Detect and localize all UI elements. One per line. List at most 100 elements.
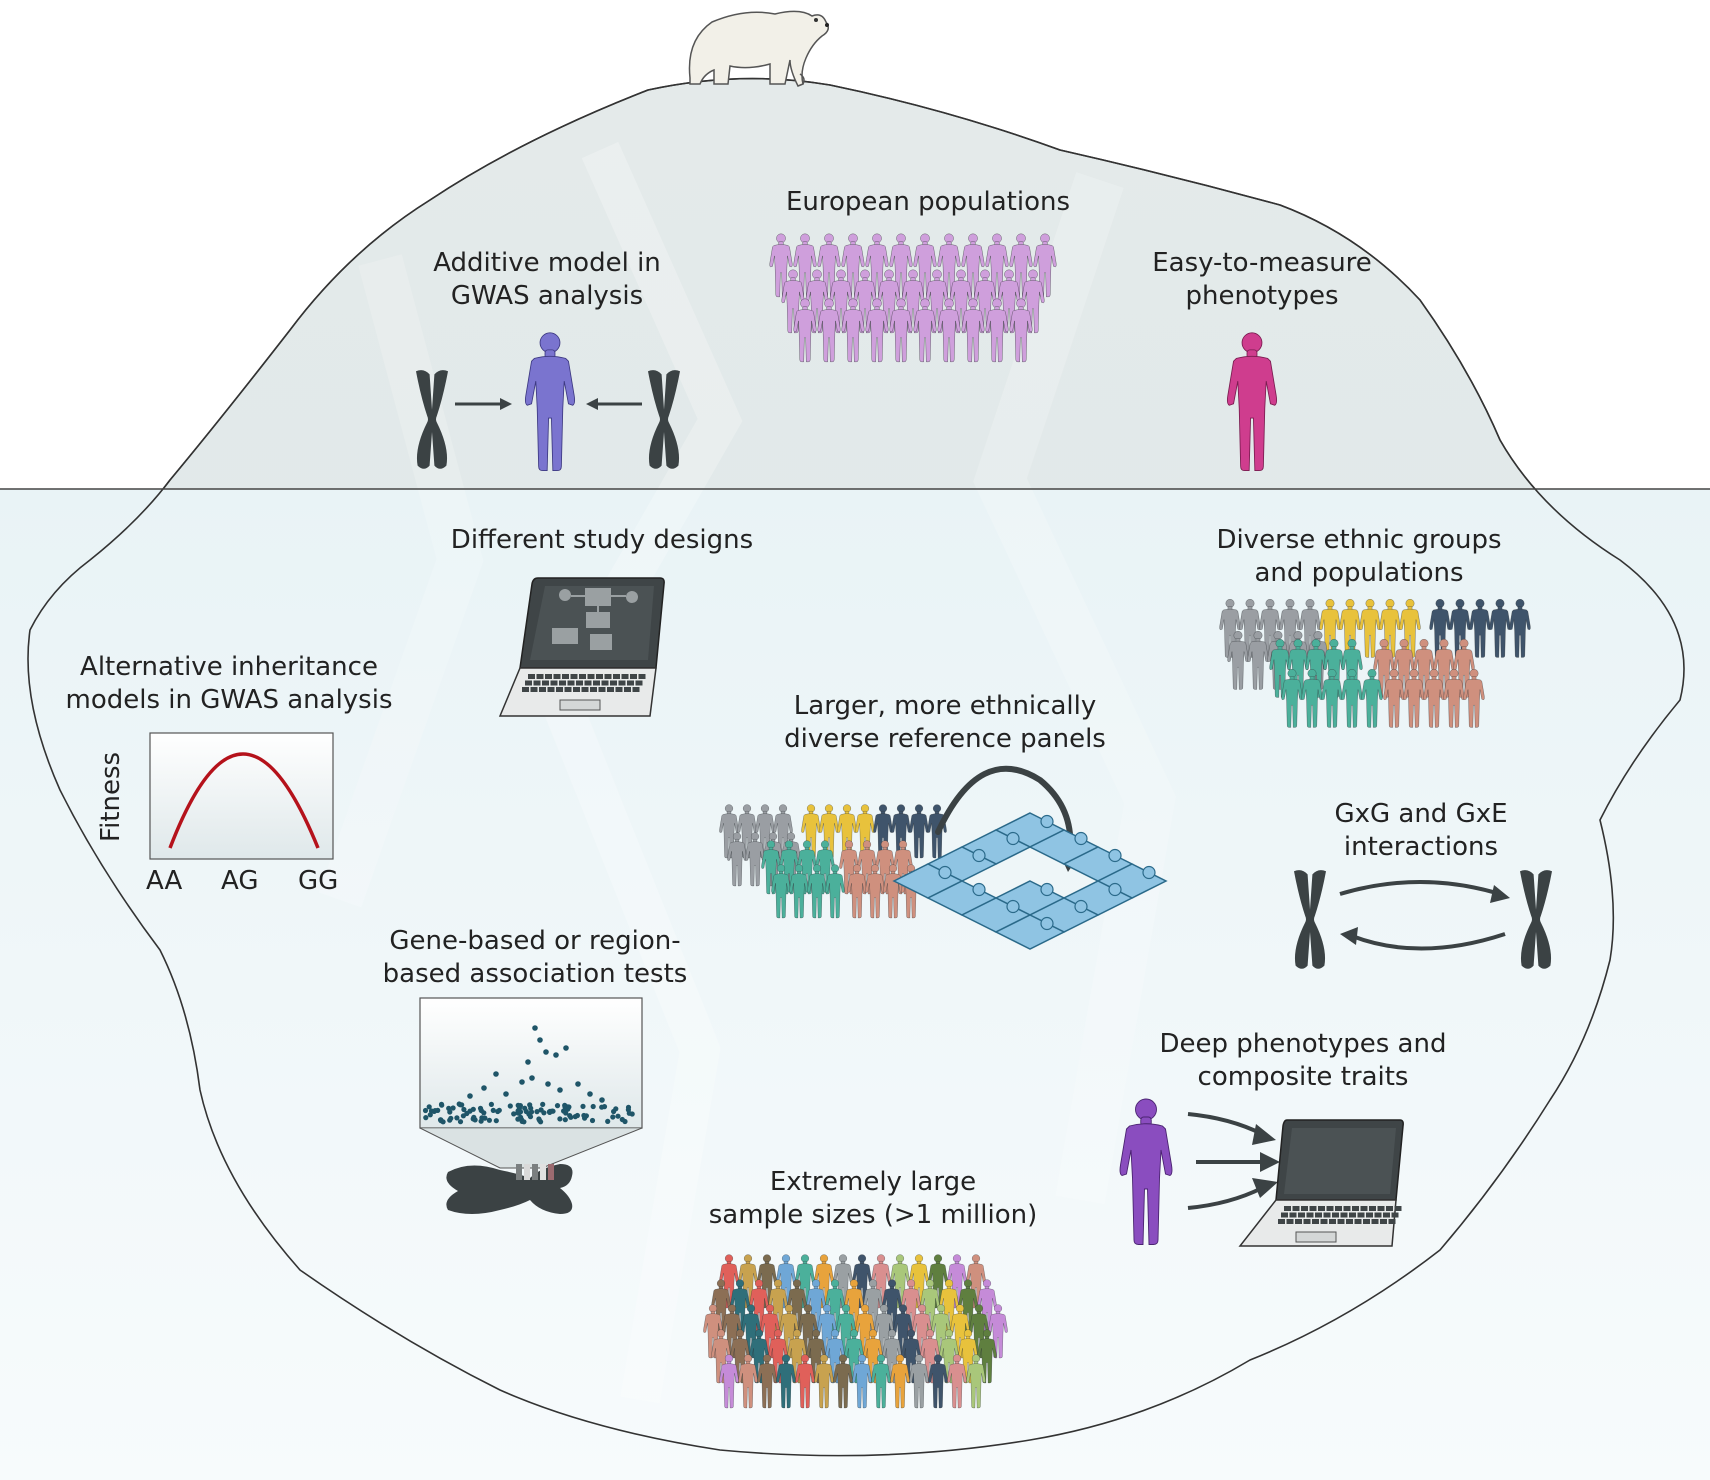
- genotype-label-gg: GG: [298, 866, 339, 896]
- genotype-label-ag: AG: [221, 866, 259, 896]
- association-dot: [557, 1087, 563, 1093]
- association-dot: [423, 1115, 429, 1121]
- association-dot: [562, 1104, 568, 1110]
- association-dot: [543, 1049, 549, 1055]
- label-reference-panels: Larger, more ethnically diverse referenc…: [784, 691, 1106, 754]
- association-dot: [527, 1114, 534, 1120]
- polar-bear-icon: [688, 10, 829, 87]
- association-dot: [470, 1106, 476, 1112]
- association-dot: [422, 1107, 429, 1114]
- association-dot: [568, 1114, 574, 1120]
- association-dot: [488, 1101, 494, 1107]
- association-dot: [519, 1079, 525, 1085]
- association-dot: [619, 1116, 625, 1123]
- label-european-populations: European populations: [785, 187, 1071, 217]
- association-dot: [582, 1115, 588, 1121]
- association-dot: [580, 1103, 586, 1109]
- deep-phenotype-figure: [1119, 1098, 1280, 1246]
- association-dot: [450, 1105, 456, 1111]
- association-dot: [456, 1101, 462, 1107]
- laptop-deep-phenotype-icon: [1238, 1119, 1404, 1247]
- association-dot: [428, 1108, 435, 1114]
- association-dot: [461, 1106, 467, 1113]
- label-additive-model: Additive model in GWAS analysis: [433, 248, 661, 311]
- association-dot: [587, 1091, 593, 1097]
- association-dot: [549, 1108, 555, 1114]
- association-dot: [599, 1104, 605, 1110]
- association-dot: [467, 1093, 473, 1099]
- fitness-chart: [149, 732, 334, 860]
- association-dot: [534, 1109, 540, 1115]
- association-dot: [562, 1117, 568, 1123]
- association-dot: [610, 1114, 616, 1120]
- association-dot: [545, 1081, 551, 1087]
- association-dot: [575, 1081, 581, 1087]
- association-dot: [486, 1117, 492, 1123]
- fitness-curve: [168, 752, 320, 849]
- association-dot: [605, 1118, 611, 1124]
- association-dot: [507, 1103, 513, 1109]
- association-dot: [615, 1113, 621, 1119]
- association-dot: [437, 1117, 444, 1123]
- association-dot: [481, 1085, 487, 1091]
- horizontal-chromosome-icon: [446, 1164, 573, 1214]
- fitness-axis-label: Fitness: [96, 751, 126, 842]
- label-deep-phenotypes: Deep phenotypes and composite traits: [1159, 1029, 1447, 1092]
- association-dot: [447, 1109, 453, 1115]
- association-dot: [529, 1075, 535, 1081]
- association-dot: [490, 1107, 496, 1113]
- association-dot: [511, 1111, 517, 1117]
- association-dot: [471, 1114, 477, 1120]
- label-diverse-ethnic-groups: Diverse ethnic groups and populations: [1216, 525, 1502, 588]
- association-dot: [528, 1109, 535, 1115]
- association-dot: [460, 1113, 466, 1119]
- label-large-sample-sizes: Extremely large sample sizes (>1 million…: [708, 1167, 1038, 1230]
- association-dot: [518, 1114, 524, 1120]
- association-dot: [611, 1108, 617, 1115]
- association-dot: [557, 1116, 563, 1122]
- fitness-plot-area: [149, 732, 334, 860]
- association-dot: [599, 1097, 605, 1103]
- association-dot: [503, 1091, 509, 1097]
- laptop-study-design-icon: [498, 577, 665, 717]
- association-dot: [521, 1119, 527, 1125]
- association-dot: [493, 1118, 499, 1124]
- association-dot: [527, 1102, 533, 1108]
- association-dot: [561, 1108, 567, 1114]
- association-dot: [515, 1102, 521, 1108]
- association-plot: [419, 997, 643, 1169]
- gxg-interaction-figure: [1294, 870, 1552, 969]
- association-dot: [426, 1104, 432, 1110]
- label-alternative-inheritance: Alternative inheritance models in GWAS a…: [65, 652, 393, 715]
- label-gene-based-tests: Gene-based or region- based association …: [382, 926, 688, 989]
- additive-model-figure: [416, 332, 680, 472]
- label-different-study-designs: Different study designs: [450, 525, 754, 555]
- association-dot: [525, 1059, 531, 1065]
- association-dot: [495, 1108, 501, 1115]
- association-dot: [538, 1107, 544, 1113]
- association-dot: [626, 1110, 632, 1116]
- association-dot: [589, 1117, 596, 1124]
- association-dot: [538, 1119, 544, 1125]
- association-dot: [540, 1101, 546, 1107]
- association-dot: [439, 1102, 445, 1108]
- genotype-label-aa: AA: [146, 866, 183, 896]
- association-dot: [532, 1025, 538, 1031]
- association-dot: [563, 1045, 569, 1051]
- association-dot: [447, 1117, 453, 1123]
- association-dot: [478, 1107, 484, 1114]
- association-dot: [566, 1104, 572, 1110]
- association-dot: [493, 1071, 499, 1077]
- association-dot: [523, 1108, 529, 1115]
- association-dot: [515, 1108, 521, 1114]
- association-dot: [590, 1103, 596, 1110]
- association-dot: [454, 1115, 460, 1121]
- association-dot: [574, 1112, 581, 1119]
- association-dot: [554, 1103, 561, 1109]
- label-gxg-interactions: GxG and GxE interactions: [1334, 799, 1508, 862]
- association-dot: [457, 1119, 464, 1125]
- label-easy-to-measure: Easy-to-measure phenotypes: [1152, 248, 1372, 311]
- association-dot: [478, 1118, 484, 1124]
- puzzle-icon: [892, 812, 1168, 950]
